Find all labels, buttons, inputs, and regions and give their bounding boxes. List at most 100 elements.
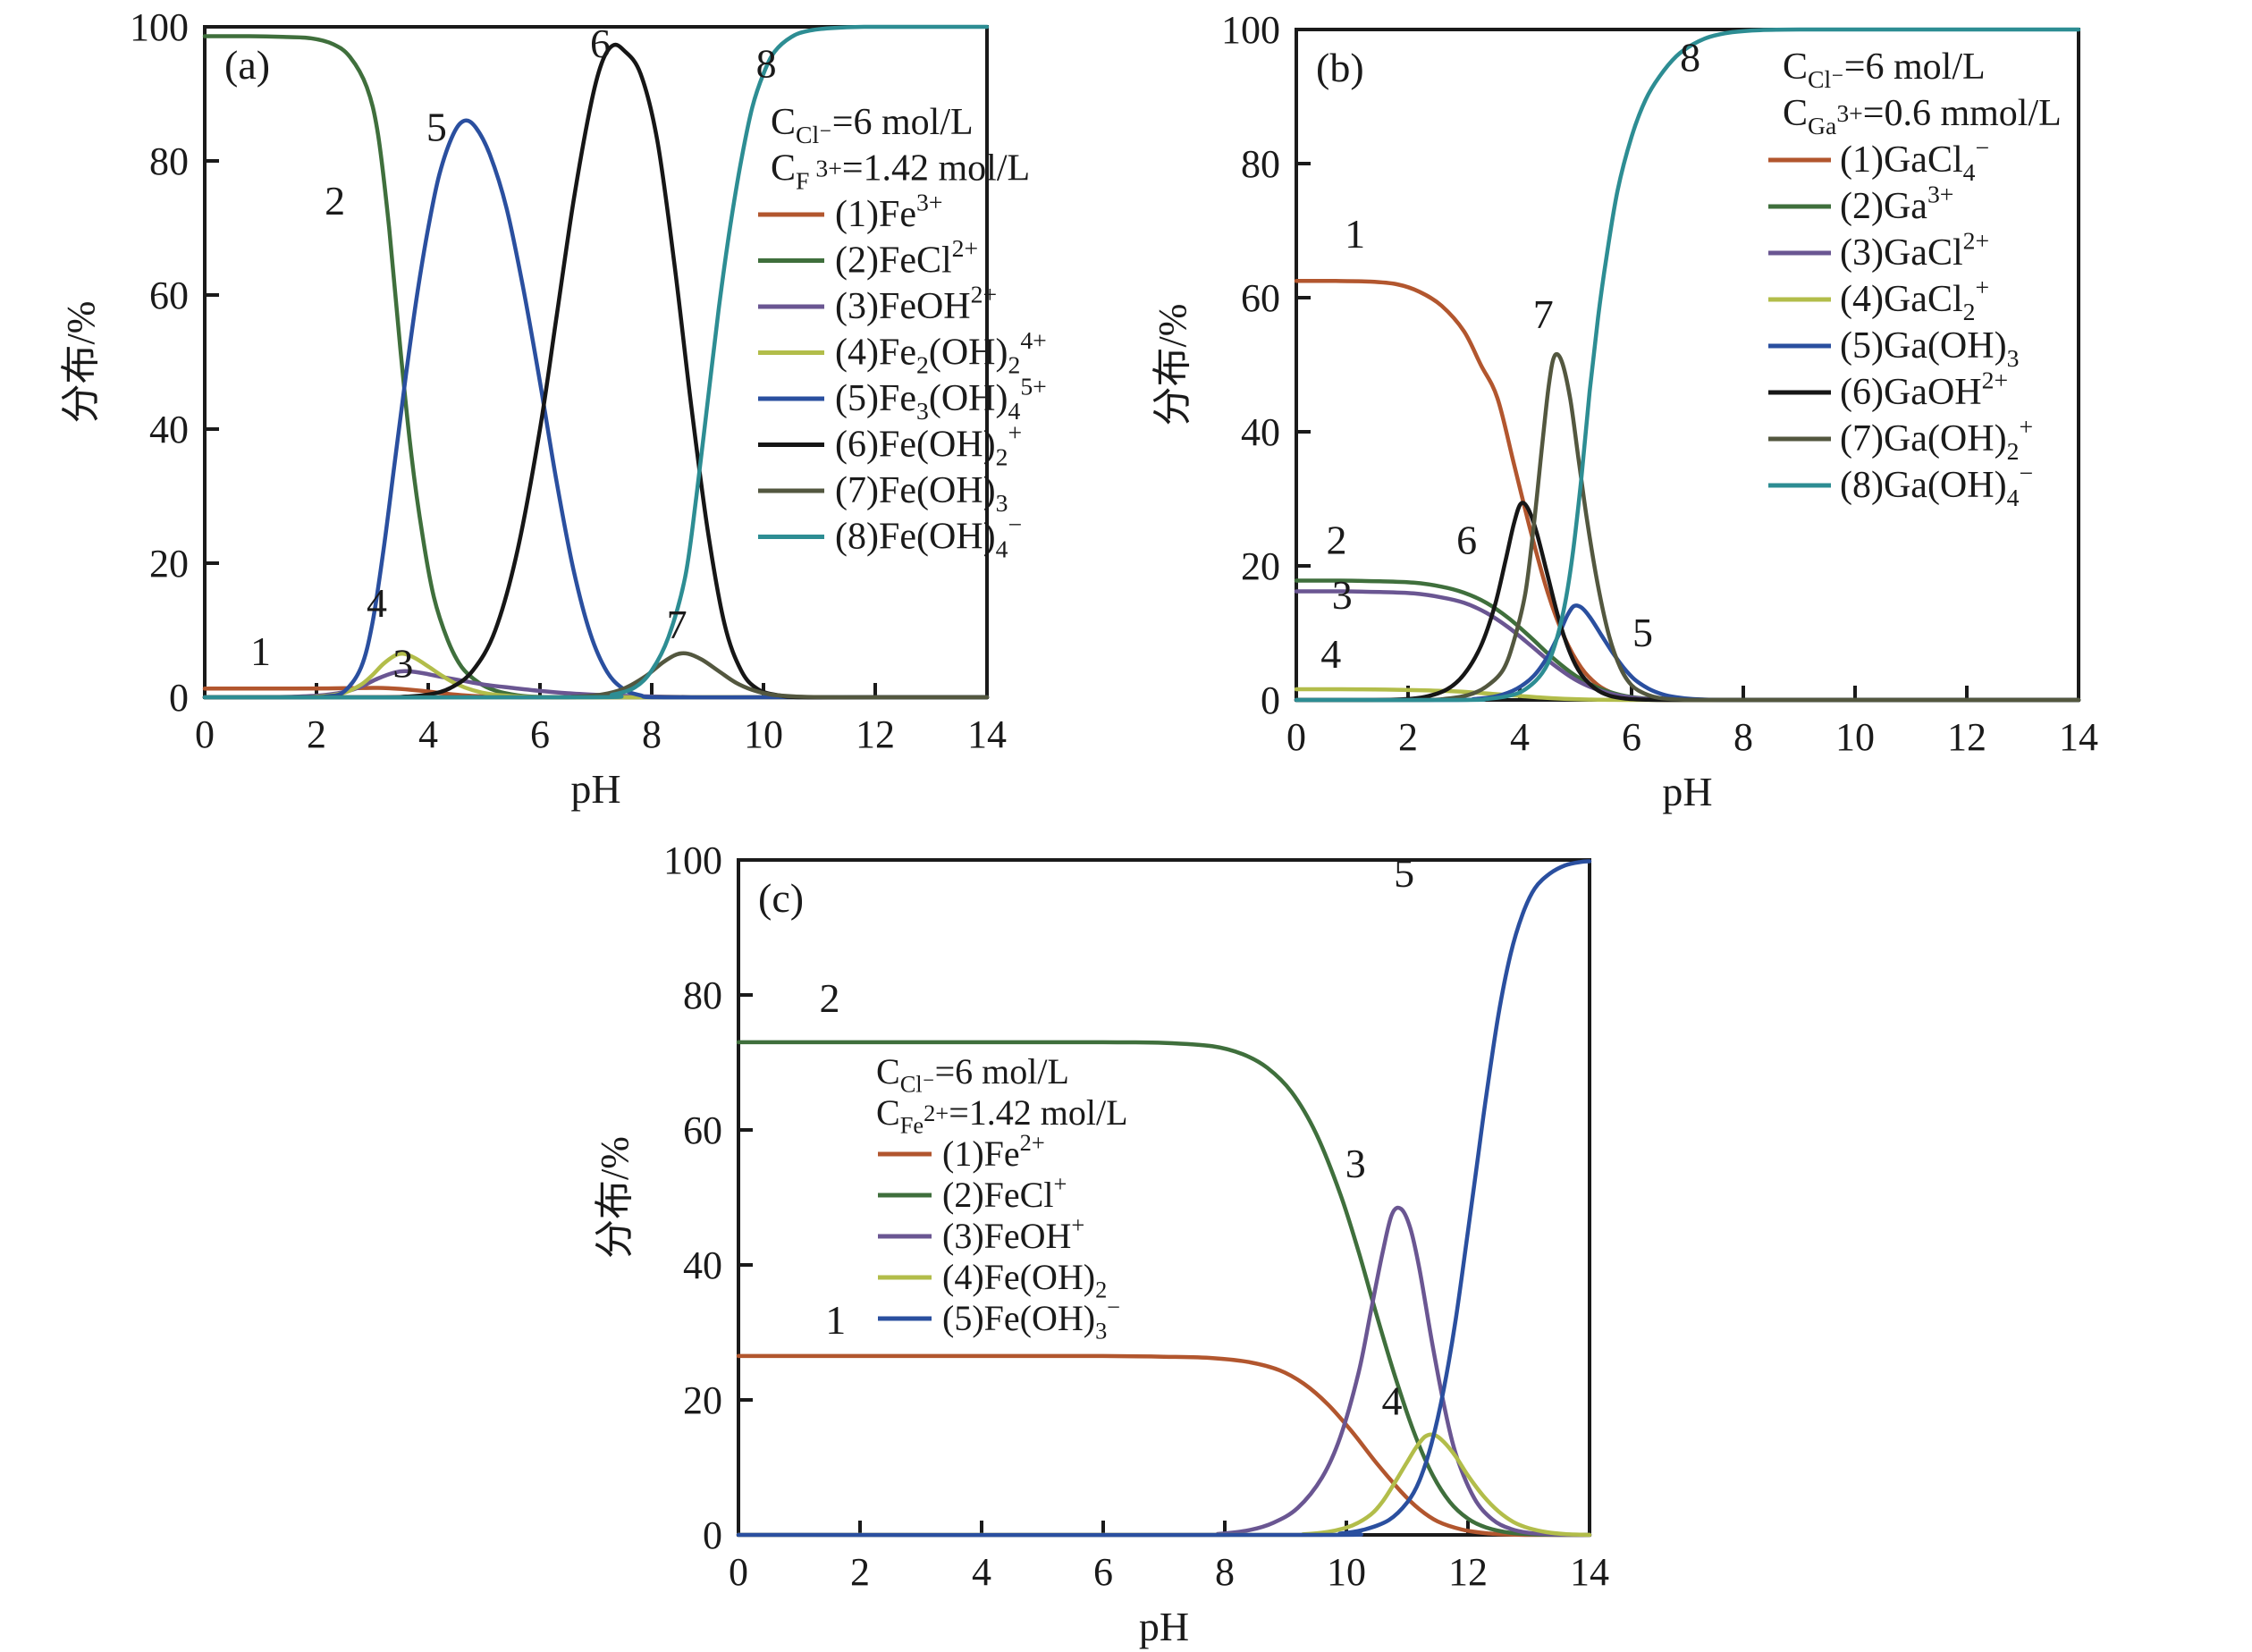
- x-axis-label: pH: [570, 766, 620, 812]
- curve-number-label-c-4: 4: [1382, 1378, 1403, 1424]
- x-tick-label: 14: [1570, 1550, 1609, 1594]
- curve-number-label-a-2: 2: [325, 178, 345, 223]
- x-tick-label: 0: [729, 1550, 748, 1594]
- curve-a-8-FeOH4-: [202, 24, 990, 700]
- y-tick-label: 100: [130, 5, 189, 49]
- y-tick-label: 20: [683, 1378, 722, 1422]
- curve-number-label-c-2: 2: [820, 975, 840, 1021]
- curve-number-label-b-8: 8: [1680, 35, 1700, 80]
- legend-entry-label: (4)Fe2(OH)24+: [835, 326, 1047, 379]
- legend-entry-label: (1)Fe3+: [835, 188, 942, 235]
- x-tick-label: 4: [1510, 715, 1530, 759]
- x-tick-label: 2: [1398, 715, 1418, 759]
- curve-number-label-b-7: 7: [1533, 291, 1554, 337]
- legend-entry-label: (4)Fe(OH)2: [942, 1257, 1107, 1303]
- x-tick-label: 4: [972, 1550, 991, 1594]
- curve-number-label-b-2: 2: [1327, 518, 1347, 563]
- legend-condition: CCl⁻=6 mol/L: [1783, 46, 1986, 93]
- x-tick-label: 0: [1286, 715, 1306, 759]
- x-tick-label: 6: [530, 712, 550, 756]
- curve-number-label-b-4: 4: [1320, 631, 1341, 677]
- x-tick-label: 0: [195, 712, 215, 756]
- legend-entry-label: (7)Ga(OH)2+: [1840, 412, 2033, 465]
- x-tick-label: 12: [1947, 715, 1986, 759]
- x-tick-label: 10: [744, 712, 783, 756]
- subplot-b: 0 2 4 6 8 10 12 14020406080100pH分布/%(b)12346758…: [1151, 8, 2098, 814]
- curve-number-label-b-3: 3: [1332, 572, 1353, 618]
- x-axis-label: pH: [1662, 769, 1712, 814]
- legend-entry-label: (3)FeOH2+: [835, 280, 997, 327]
- curve-number-label-c-1: 1: [825, 1297, 846, 1343]
- x-tick-label: 6: [1622, 715, 1641, 759]
- curve-number-label-a-6: 6: [590, 21, 611, 66]
- legend-entry-label: (3)FeOH+: [942, 1211, 1084, 1256]
- x-tick-label: 14: [967, 712, 1007, 756]
- legend-entry-label: (5)Fe(OH)3−: [942, 1294, 1120, 1344]
- y-tick-label: 20: [149, 542, 189, 586]
- legend-entry-label: (8)Ga(OH)4−: [1840, 459, 2033, 511]
- legend-entry-label: (6)Fe(OH)2+: [835, 418, 1022, 471]
- subplot-c: 0 2 4 6 8 10 12 14 0 20 40 60 80 100 pH 分布/% (c) 2 1 3 4 5 CCl…: [593, 839, 1609, 1649]
- y-tick-label: 60: [1241, 276, 1280, 320]
- legend-entry-label: (5)Ga(OH)3: [1840, 325, 2019, 372]
- y-tick-label: 40: [683, 1243, 722, 1287]
- x-tick-label: 12: [1448, 1550, 1488, 1594]
- x-tick-label: 8: [1733, 715, 1753, 759]
- legend-condition: CGa3+=0.6 mmol/L: [1783, 93, 2062, 139]
- x-tick-label: 14: [2059, 715, 2098, 759]
- legend-condition: CFe2+=1.42 mol/L: [876, 1092, 1128, 1139]
- curve-number-label-a-1: 1: [250, 628, 271, 674]
- y-tick-label: 60: [683, 1108, 722, 1152]
- curve-number-label-b-6: 6: [1456, 518, 1477, 563]
- y-axis-label: 分布/%: [593, 1136, 637, 1259]
- legend-entry-label: (3)GaCl2+: [1840, 226, 1989, 274]
- y-tick-label: 60: [149, 274, 189, 317]
- curve-c-3-FeOH+: [736, 1205, 1592, 1538]
- curve-number-label-b-1: 1: [1345, 211, 1365, 257]
- y-tick-label: 20: [1241, 544, 1280, 588]
- x-tick-label: 4: [418, 712, 438, 756]
- legend-entry-label: (2)FeCl+: [942, 1170, 1067, 1215]
- y-tick-label: 0: [703, 1513, 722, 1557]
- y-tick-label: 0: [169, 676, 189, 720]
- curve-c-2-FeCl+: [736, 1040, 1592, 1538]
- panel-label-a: (a): [224, 42, 270, 88]
- curve-c-5-FeOH3-: [736, 859, 1592, 1538]
- legend-entry-label: (8)Fe(OH)4−: [835, 510, 1022, 563]
- x-tick-label: 2: [307, 712, 326, 756]
- y-tick-label: 80: [1241, 142, 1280, 186]
- panel-label-c: (c): [758, 875, 804, 921]
- curve-number-label-a-8: 8: [756, 40, 777, 86]
- legend-entry-label: (2)FeCl2+: [835, 234, 978, 282]
- y-tick-label: 40: [149, 408, 189, 451]
- legend-condition: CCl⁻=6 mol/L: [876, 1051, 1069, 1098]
- x-axis-label: pH: [1139, 1604, 1189, 1649]
- y-tick-label: 80: [149, 139, 189, 183]
- legend-entry-label: (4)GaCl2+: [1840, 273, 1989, 325]
- x-tick-label: 10: [1327, 1550, 1366, 1594]
- legend-entry-label: (1)Fe2+: [942, 1129, 1045, 1174]
- legend-entry-label: (6)GaOH2+: [1840, 366, 2008, 413]
- x-tick-label: 8: [642, 712, 662, 756]
- curve-a-5-Fe3OH45+: [202, 118, 990, 700]
- curves: [1294, 27, 2081, 703]
- x-tick-label: 6: [1093, 1550, 1113, 1594]
- legend-entry-label: (2)Ga3+: [1840, 180, 1953, 227]
- curve-b-8-GaOH4-: [1294, 27, 2081, 703]
- legend-entry-label: (1)GaCl4−: [1840, 133, 1989, 186]
- y-axis-label: 分布/%: [59, 301, 103, 424]
- curve-a-6-FeOH2+: [202, 42, 990, 700]
- y-tick-label: 100: [663, 839, 722, 882]
- legend-condition: CCl⁻=6 mol/L: [771, 102, 974, 148]
- curves: [736, 859, 1592, 1538]
- curve-number-label-a-3: 3: [392, 641, 413, 687]
- panel-label-b: (b): [1316, 45, 1364, 90]
- curve-number-label-c-3: 3: [1345, 1141, 1366, 1186]
- legend-entry-label: (5)Fe3(OH)45+: [835, 372, 1047, 425]
- curves: [202, 24, 990, 700]
